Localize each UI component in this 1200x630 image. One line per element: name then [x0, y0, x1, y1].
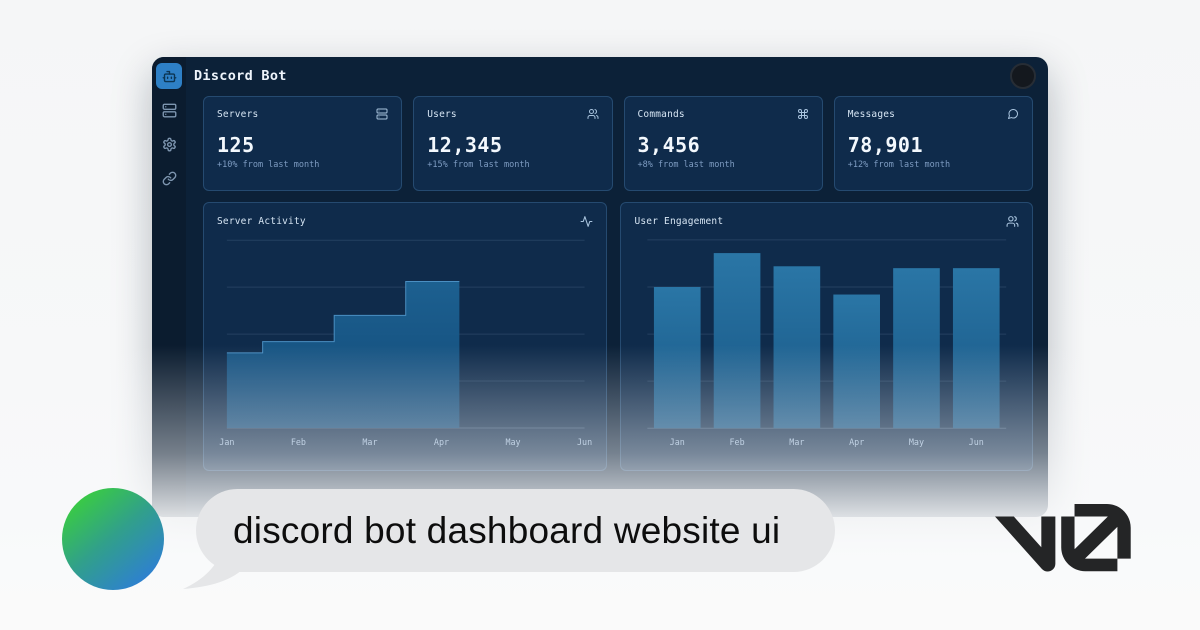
command-icon — [797, 109, 808, 119]
sidebar-item-link[interactable] — [156, 165, 182, 191]
stat-label: Users — [427, 108, 457, 120]
stat-label: Messages — [847, 108, 896, 120]
content: Servers 125 +10% from last month Users 1… — [186, 89, 1048, 517]
x-axis-label: Jun — [577, 437, 592, 447]
chart-title: Server Activity — [217, 216, 306, 227]
x-axis-label: Jan — [219, 437, 234, 447]
stats-row: Servers 125 +10% from last month Users 1… — [203, 96, 1033, 191]
bar-jan — [654, 286, 702, 429]
activity-icon — [580, 216, 593, 227]
x-axis-label: Apr — [850, 437, 865, 447]
stat-card-users: Users 12,345 +15% from last month — [413, 96, 613, 191]
bar-may — [893, 268, 941, 429]
stat-value: 3,456 — [637, 133, 701, 157]
stat-label: Servers — [217, 108, 259, 120]
message-icon — [1008, 108, 1019, 119]
user-avatar[interactable] — [1010, 63, 1036, 89]
stat-card-servers: Servers 125 +10% from last month — [203, 96, 403, 191]
sidebar-item-servers[interactable] — [156, 97, 182, 123]
stat-label: Commands — [637, 108, 685, 120]
bar-feb — [714, 253, 761, 429]
step-area — [226, 281, 460, 428]
charts-row: Server Activity Jan Feb Mar Apr May Jun User … — [203, 202, 1033, 471]
sidebar-item-bot[interactable] — [156, 63, 182, 89]
stat-delta: +8% from last month — [637, 160, 735, 170]
server-activity-chart: Jan Feb Mar Apr May Jun — [219, 239, 592, 447]
users-icon — [587, 109, 598, 119]
server-icon — [376, 108, 388, 120]
server-activity-card: Server Activity Jan Feb Mar Apr May Jun — [203, 202, 608, 471]
settings-icon — [162, 137, 176, 151]
stat-delta: +12% from last month — [847, 160, 951, 170]
topbar: Discord Bot — [186, 57, 1048, 89]
user-engagement-card: User Engagement Jan Feb Mar Apr May Jun — [620, 202, 1033, 471]
stat-value: 12,345 — [427, 133, 503, 157]
stat-delta: +15% from last month — [427, 160, 530, 170]
stat-value: 78,901 — [847, 133, 923, 157]
chart-title: User Engagement — [634, 216, 724, 227]
main-area: Discord Bot Servers 125 +10% from last m… — [186, 57, 1048, 517]
sidebar — [152, 57, 186, 517]
users-icon — [1006, 216, 1019, 227]
x-axis-label: Feb — [730, 437, 745, 447]
bubble-tail — [183, 552, 247, 589]
x-axis-label: May — [909, 437, 924, 447]
x-axis-label: Mar — [362, 437, 377, 447]
stat-delta: +10% from last month — [217, 160, 320, 170]
bar-apr — [833, 294, 881, 429]
sidebar-item-settings[interactable] — [156, 131, 182, 157]
stat-value: 125 — [217, 133, 255, 157]
bar-jun — [953, 268, 1001, 429]
stat-card-messages: Messages 78,901 +12% from last month — [833, 96, 1033, 191]
server-icon — [162, 103, 176, 117]
user-gradient-avatar — [62, 488, 164, 590]
bar-mar — [773, 266, 821, 429]
x-axis-label: Mar — [790, 437, 805, 447]
x-axis-label: Jan — [670, 437, 685, 447]
x-axis-label: Apr — [434, 437, 449, 447]
link-icon — [162, 171, 176, 185]
x-axis-label: Feb — [291, 437, 306, 447]
user-engagement-chart: Jan Feb Mar Apr May Jun — [647, 239, 1007, 447]
stat-card-commands: Commands 3,456 +8% from last month — [623, 96, 823, 191]
page-title: Discord Bot — [194, 68, 287, 84]
x-axis-label: May — [505, 437, 520, 447]
discord-bot-dashboard-window: Discord Bot Servers 125 +10% from last m… — [152, 57, 1048, 517]
x-axis-label: Jun — [969, 437, 984, 447]
bot-icon — [162, 70, 176, 82]
